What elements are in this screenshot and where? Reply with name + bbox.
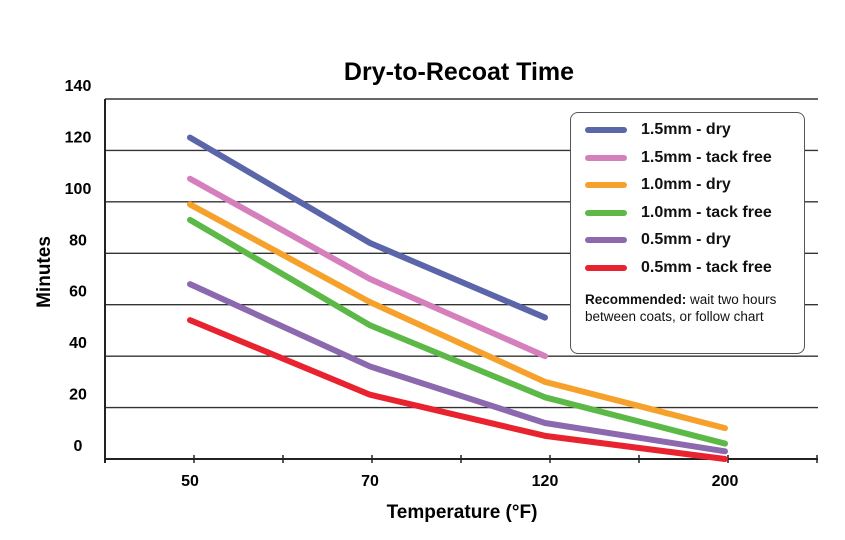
x-tick-labels: 50 70 120 200	[181, 473, 738, 490]
y-axis-label: Minutes	[34, 236, 55, 308]
legend-entry: 1.0mm - dry	[585, 175, 731, 195]
legend-entry: 0.5mm - tack free	[585, 258, 772, 278]
y-tick-label: 0	[74, 438, 83, 455]
series-line	[187, 134, 548, 321]
legend-entry: 0.5mm - dry	[585, 230, 731, 250]
y-tick-label: 80	[69, 232, 87, 249]
legend-label: 1.0mm - tack free	[641, 203, 772, 221]
legend-swatch	[585, 182, 627, 188]
x-tick-label: 50	[181, 473, 199, 490]
series-line	[187, 201, 728, 432]
legend-swatch	[585, 264, 627, 271]
recommendation-label: Recommended:	[585, 292, 687, 307]
series-line	[187, 317, 728, 462]
chart-title: Dry-to-Recoat Time	[344, 58, 574, 86]
series-line	[187, 175, 548, 360]
legend-label: 1.5mm - tack free	[641, 148, 772, 166]
recommendation-text: wait two hours between coats, or follow …	[585, 292, 777, 324]
legend-entry: 1.5mm - dry	[585, 120, 731, 140]
y-tick-label: 20	[69, 387, 87, 404]
legend-label: 1.5mm - dry	[641, 121, 731, 138]
x-tick-label: 120	[532, 473, 559, 490]
x-axis-label: Temperature (°F)	[387, 502, 538, 523]
x-tick-label: 200	[712, 473, 739, 490]
legend-swatch	[585, 209, 627, 216]
legend-label: 0.5mm - tack free	[641, 258, 772, 276]
legend-label: 0.5mm - dry	[641, 231, 731, 248]
y-tick-label: 140	[65, 78, 92, 95]
series-line	[187, 281, 728, 455]
y-tick-label: 120	[65, 129, 92, 146]
series-lines	[187, 134, 728, 462]
y-tick-label: 40	[69, 335, 87, 352]
legend-entry: 1.0mm - tack free	[585, 203, 772, 223]
legend-swatch	[585, 154, 627, 161]
legend-swatch	[585, 237, 627, 243]
recommendation-note: Recommended: wait two hours between coat…	[585, 291, 795, 325]
legend: 1.5mm - dry 1.5mm - tack free 1.0mm - dry 1…	[570, 112, 805, 354]
legend-label: 1.0mm - dry	[641, 176, 731, 193]
y-tick-labels: 0 20 40 60 80 100 120 140	[65, 78, 92, 455]
series-line	[187, 216, 728, 447]
y-tick-label: 60	[69, 284, 87, 301]
legend-swatch	[585, 127, 627, 133]
legend-entry: 1.5mm - tack free	[585, 148, 772, 168]
x-tick-label: 70	[361, 473, 379, 490]
grid-lines	[104, 98, 818, 463]
y-tick-label: 100	[65, 181, 92, 198]
